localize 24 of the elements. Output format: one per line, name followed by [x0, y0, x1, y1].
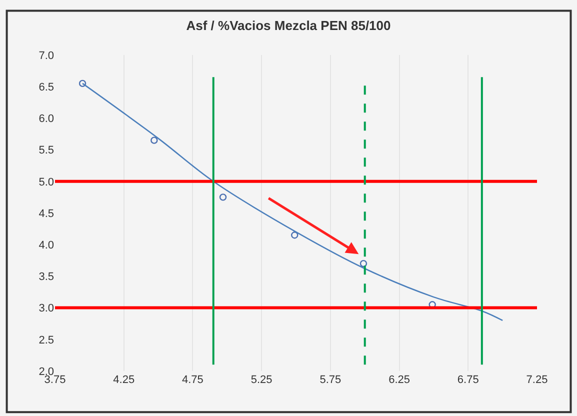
point — [219, 194, 227, 201]
y-tick-label: 4.0 — [38, 239, 54, 252]
y-tick-label: 6.0 — [38, 113, 54, 126]
x-tick-label: 4.25 — [113, 374, 135, 386]
y-tick-label: 3.5 — [38, 271, 54, 284]
point — [78, 80, 86, 88]
point — [291, 232, 298, 239]
y-tick-label: 5.0 — [38, 176, 54, 188]
x-tick-label: 6.25 — [388, 374, 410, 386]
x-tick-label: 6.75 — [457, 374, 479, 386]
y-tick-label: 4.5 — [38, 208, 54, 220]
x-tick-label: 3.75 — [44, 374, 66, 386]
point — [150, 136, 158, 144]
y-tick-label: 3.0 — [38, 302, 54, 315]
chart-title: Asf / %Vacios Mezcla PEN 85/100 — [186, 18, 391, 33]
x-tick-label: 4.75 — [182, 374, 204, 386]
x-tick-label: 5.25 — [250, 374, 272, 386]
point — [360, 260, 368, 268]
y-tick-label: 6.5 — [38, 81, 54, 94]
y-tick-label: 5.5 — [38, 144, 54, 157]
x-tick-label: 5.75 — [320, 374, 342, 386]
y-tick-label: 2.5 — [38, 334, 54, 346]
y-tick-label: 7.0 — [38, 50, 54, 62]
x-tick-label: 7.25 — [526, 374, 548, 386]
